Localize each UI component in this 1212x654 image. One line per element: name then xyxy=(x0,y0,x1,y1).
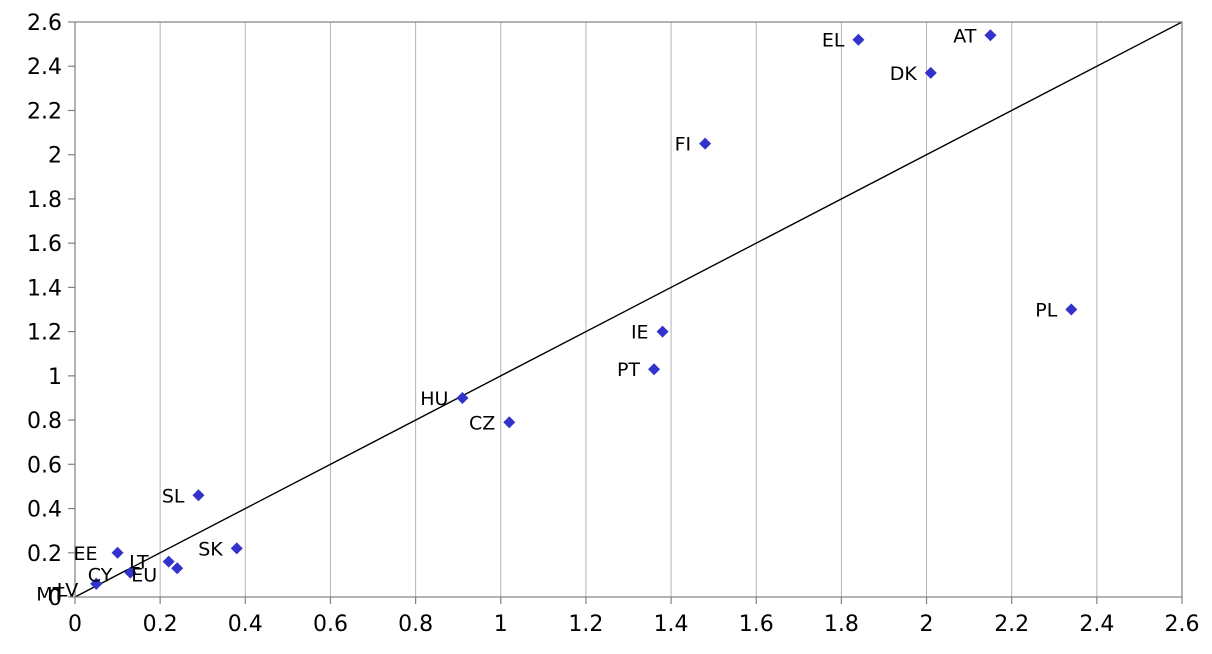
data-point-eu xyxy=(171,562,184,575)
x-tick-label: 2.2 xyxy=(994,612,1029,637)
y-tick-label: 2.2 xyxy=(27,99,62,124)
y-tick-label: 0 xyxy=(48,586,62,611)
y-tick-label: 0.8 xyxy=(27,409,62,434)
point-label-pl: PL xyxy=(1035,300,1057,322)
grid-lines xyxy=(159,22,1098,597)
x-tick-label: 1.2 xyxy=(568,612,603,637)
x-tick-label: 0.4 xyxy=(228,612,263,637)
point-label-hu: HU xyxy=(420,388,448,410)
x-tick-label: 0.2 xyxy=(143,612,178,637)
data-point-el xyxy=(852,33,865,46)
data-point-pl xyxy=(1065,303,1078,316)
x-tick-label: 1.6 xyxy=(739,612,774,637)
x-tick-label: 1 xyxy=(494,612,508,637)
axes xyxy=(68,21,1183,604)
point-label-el: EL xyxy=(822,30,845,52)
point-label-dk: DK xyxy=(890,63,918,85)
y-tick-label: 1.4 xyxy=(27,276,62,301)
y-tick-label: 1.6 xyxy=(27,232,62,257)
data-point-fi xyxy=(699,137,712,150)
y-tick-labels: 0 0.2 0.4 0.6 0.8 1 1.2 1.4 1.6 1.8 2 2.2 2.4 2.6 xyxy=(27,11,62,611)
y-tick-label: 1 xyxy=(48,365,62,390)
x-tick-label: 0.6 xyxy=(313,612,348,637)
point-label-cz: CZ xyxy=(469,412,495,434)
x-tick-labels: 0 0.2 0.4 0.6 0.8 1 1.2 1.4 1.6 1.8 2 2.2 2.4 2.6 xyxy=(68,612,1200,637)
data-point-ie xyxy=(656,325,669,338)
reference-line xyxy=(74,21,1183,598)
y-tick-label: 0.4 xyxy=(27,498,62,523)
y-tick-label: 1.8 xyxy=(27,188,62,213)
point-label-sl: SL xyxy=(162,485,185,507)
point-label-lv: LV xyxy=(57,580,79,602)
point-label-pt: PT xyxy=(617,359,640,381)
y-tick-label: 2.6 xyxy=(27,11,62,36)
x-tick-label: 2.4 xyxy=(1079,612,1114,637)
plot-border xyxy=(74,21,1183,598)
x-tick-label: 2 xyxy=(920,612,934,637)
x-tick-label: 1.8 xyxy=(824,612,859,637)
y-tick-label: 0.6 xyxy=(27,453,62,478)
data-point-lt xyxy=(162,555,175,568)
y-tick-label: 2.4 xyxy=(27,55,62,80)
point-label-ee: EE xyxy=(74,543,98,565)
reference-line-layer xyxy=(74,21,1183,598)
point-label-eu: EU xyxy=(131,564,157,586)
data-point-mt xyxy=(90,577,103,590)
x-tick-label: 0 xyxy=(68,612,82,637)
x-tick-label: 1.4 xyxy=(654,612,689,637)
x-tick-label: 0.8 xyxy=(398,612,433,637)
point-label-ie: IE xyxy=(631,322,649,344)
y-tick-label: 2 xyxy=(48,144,62,169)
point-label-cy: CY xyxy=(88,565,113,587)
point-label-fi: FI xyxy=(675,134,692,156)
y-tick-label: 1.2 xyxy=(27,321,62,346)
x-tick-label: 2.6 xyxy=(1165,612,1200,637)
data-point-pt xyxy=(648,363,661,376)
data-point-dk xyxy=(924,66,937,79)
y-tick-label: 0.2 xyxy=(27,542,62,567)
data-point-ee xyxy=(111,546,124,559)
data-point-sk xyxy=(230,542,243,555)
data-points xyxy=(90,29,1078,590)
point-label-sk: SK xyxy=(198,538,223,560)
point-label-lt: LT xyxy=(129,552,149,574)
data-point-cy xyxy=(124,566,137,579)
point-label-mt: MT xyxy=(36,584,64,606)
data-point-at xyxy=(984,29,997,42)
point-label-at: AT xyxy=(953,25,977,47)
data-point-hu xyxy=(456,391,469,404)
data-point-sl xyxy=(192,489,205,502)
data-point-cz xyxy=(503,416,516,429)
